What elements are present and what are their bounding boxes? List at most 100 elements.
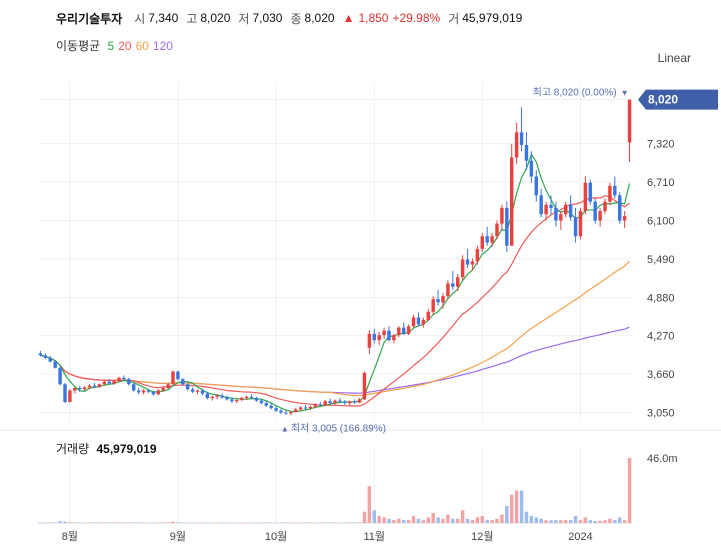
candle-body [136, 390, 141, 393]
candle-body [303, 407, 308, 409]
scale-selector[interactable]: Linear [657, 51, 691, 65]
volume-bar [352, 522, 357, 524]
y-tick-label: 7,320 [647, 139, 675, 151]
candle-body [618, 195, 622, 221]
candle-body [274, 408, 278, 411]
volume-bar [627, 458, 632, 523]
candle-body [593, 201, 597, 221]
candle-body [480, 236, 484, 249]
candle-body [529, 160, 534, 177]
volume-bar [421, 520, 426, 523]
volume-bar [490, 520, 494, 523]
candle-body [107, 381, 111, 384]
candle-body [411, 317, 416, 327]
volume-bar [240, 522, 244, 524]
candle-body [333, 400, 337, 404]
volume-bar [107, 522, 111, 524]
volume-bar [510, 494, 514, 523]
candle-body [382, 330, 386, 336]
volume-bar [284, 522, 288, 524]
y-tick-label: 4,270 [647, 331, 675, 343]
candle-body [495, 223, 499, 237]
candle-body [500, 207, 504, 224]
moving-average-item-5[interactable]: 5 [107, 39, 115, 53]
volume-bar [274, 522, 278, 524]
volume-bar [416, 518, 421, 523]
moving-average-legend[interactable]: 이동평균 5 20 60 120 [56, 37, 177, 54]
candle-body [573, 217, 578, 237]
candle-body [564, 204, 568, 215]
candle-body [294, 409, 298, 412]
volume-bar [387, 518, 391, 523]
volume-bar [141, 522, 146, 524]
moving-average-title: 이동평균 [56, 39, 101, 53]
volume-bar [82, 522, 87, 524]
candle-body [485, 236, 489, 243]
candle-body [539, 195, 543, 215]
candle-body [195, 390, 200, 392]
volume-bar [181, 522, 185, 524]
low-label: 저 [238, 11, 250, 26]
candle-body [323, 401, 327, 406]
volume-bar [402, 520, 406, 523]
volume-bar [249, 522, 254, 524]
volume-bar [215, 522, 219, 524]
candle-body [82, 387, 87, 390]
candle-body [421, 320, 426, 325]
volume-bar [622, 520, 627, 523]
volume-bar [156, 522, 160, 524]
moving-average-item-20[interactable]: 20 [118, 39, 132, 53]
volume-bar [392, 520, 396, 523]
candle-body [112, 381, 116, 384]
candle-body [43, 355, 48, 358]
candle-body [200, 390, 205, 394]
volume-bar [87, 522, 92, 524]
volume-bar [38, 522, 43, 524]
candle-body [441, 296, 445, 303]
candle-body [608, 185, 612, 202]
candle-body [446, 283, 450, 297]
candle-body [357, 399, 362, 403]
candle-body [244, 396, 249, 399]
volume-bar [372, 510, 376, 523]
volume-bar [460, 510, 465, 523]
volume-bar [48, 522, 52, 524]
candle-body [402, 327, 406, 334]
candle-body [622, 216, 627, 221]
volume-bar [318, 522, 322, 524]
candle-body [122, 377, 126, 380]
volume-bar [338, 522, 342, 524]
moving-average-item-120[interactable]: 120 [152, 39, 173, 53]
volume-bar [397, 518, 401, 523]
stock-summary-header: 우리기술투자 시 7,340 고 8,020 저 7,030 종 8,020 ▲… [56, 9, 530, 27]
candle-body [549, 204, 553, 208]
candle-body [475, 248, 480, 262]
volume-bar [485, 520, 489, 523]
candle-body [338, 400, 342, 402]
volume-bar [205, 522, 210, 524]
volume-bar [618, 517, 622, 523]
volume-bar [475, 517, 480, 523]
volume-bar [554, 520, 558, 523]
candle-body [313, 404, 318, 407]
candle-body [58, 367, 62, 385]
candle-body [220, 395, 224, 398]
volume-bar [426, 517, 430, 523]
candle-body [63, 384, 67, 402]
volume-bar [480, 515, 484, 523]
current-price-tag [638, 89, 718, 110]
volume-bar [294, 522, 298, 524]
volume-bar [603, 520, 607, 523]
high-marker-icon: ▼ [621, 89, 629, 98]
volume-bar [289, 522, 293, 524]
x-tick-label: 8월 [62, 530, 78, 543]
volume-bar [92, 522, 97, 524]
candle-body [505, 207, 509, 246]
current-price-label: 8,020 [648, 93, 678, 107]
candle-body [318, 404, 322, 406]
candle-body [559, 214, 563, 221]
y-tick-label: 5,490 [647, 254, 675, 266]
moving-average-item-60[interactable]: 60 [135, 39, 149, 53]
candle-body [264, 403, 268, 406]
